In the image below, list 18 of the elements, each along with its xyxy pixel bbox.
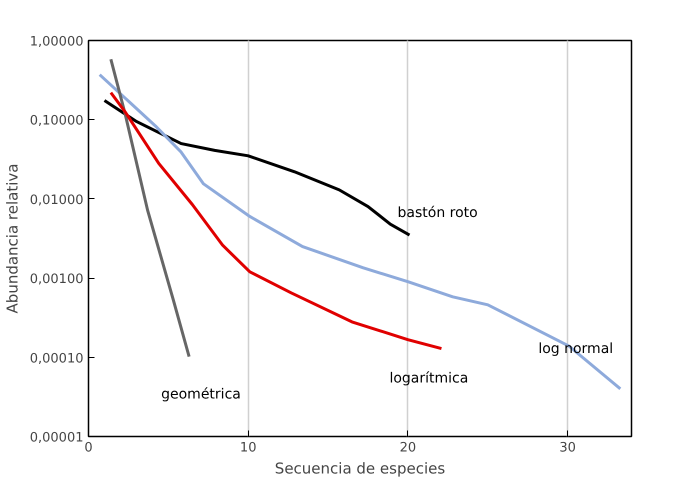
x-tick-label: 10 xyxy=(240,440,256,456)
y-tick-label: 0,00010 xyxy=(30,351,84,366)
line-series xyxy=(109,58,191,358)
y-tick-label: 0,00001 xyxy=(30,430,84,446)
series-label: log normal xyxy=(538,340,614,357)
y-axis-title: Abundancia relativa xyxy=(4,164,22,314)
text: geométrica xyxy=(161,386,241,403)
x-tick-label: 0 xyxy=(84,440,93,456)
x-tick-label: 30 xyxy=(559,440,576,456)
line-series xyxy=(109,91,443,350)
y-tick-label: 0,01000 xyxy=(30,192,84,208)
x-axis-title: Secuencia de especies xyxy=(274,460,446,478)
y-tick-label: 0,10000 xyxy=(30,114,84,129)
series-label: bastón roto xyxy=(398,205,478,222)
text: logarítmica xyxy=(389,370,468,387)
y-tick-label: 1,00000 xyxy=(30,34,84,50)
x-tick-label: 20 xyxy=(400,440,416,456)
y-tick-label: 0,00100 xyxy=(30,272,84,288)
